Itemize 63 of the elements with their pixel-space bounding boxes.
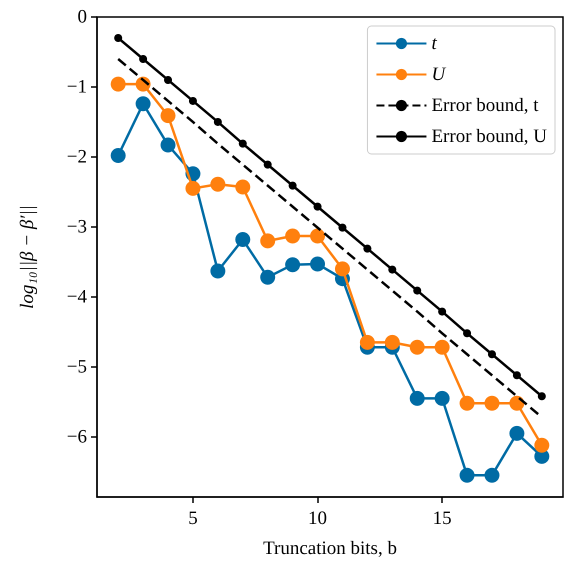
- point: [310, 228, 326, 244]
- point: [136, 96, 151, 112]
- point: [310, 256, 326, 272]
- point: [214, 118, 222, 126]
- point: [210, 176, 226, 192]
- point: [210, 264, 226, 278]
- point: [264, 160, 272, 169]
- point: [413, 286, 422, 295]
- point: [260, 233, 276, 248]
- x-tick-label: 15: [432, 508, 452, 529]
- point: [534, 438, 550, 453]
- point: [410, 340, 425, 355]
- point: [285, 228, 300, 244]
- y-tick-label: −3: [66, 216, 87, 238]
- x-tick-label: 10: [308, 508, 328, 529]
- point: [188, 96, 197, 105]
- y-tick-label: 0: [78, 6, 87, 28]
- point: [164, 76, 172, 84]
- point: [484, 396, 500, 411]
- x-axis-title: Truncation bits, b: [263, 538, 397, 559]
- point: [434, 390, 450, 406]
- point: [314, 202, 322, 211]
- point: [185, 180, 200, 196]
- point: [235, 180, 250, 195]
- y-tick-label: −1: [66, 76, 87, 98]
- point: [114, 34, 122, 42]
- point: [338, 224, 346, 232]
- point: [488, 350, 496, 358]
- point: [363, 244, 372, 253]
- point: [438, 308, 446, 316]
- point: [434, 340, 450, 355]
- x-tick-label: 5: [188, 508, 198, 529]
- y-tick-label: −5: [66, 356, 87, 378]
- point: [463, 329, 472, 338]
- point: [260, 270, 276, 285]
- point: [512, 371, 521, 380]
- y-tick-label: −4: [66, 286, 88, 308]
- point: [384, 334, 400, 350]
- point: [139, 54, 148, 63]
- y-tick-label: −2: [66, 146, 87, 168]
- point: [288, 182, 297, 190]
- point: [334, 261, 350, 276]
- point: [238, 140, 247, 148]
- point: [360, 334, 375, 350]
- point: [160, 138, 176, 153]
- point: [110, 148, 126, 164]
- point: [460, 468, 475, 483]
- legend-label: t: [431, 33, 438, 54]
- y-tick-label: −6: [66, 426, 87, 448]
- point: [235, 232, 250, 248]
- y-axis-title: log₁₀||β − β′||: [17, 205, 38, 309]
- legend-label: U: [431, 64, 446, 85]
- point: [538, 392, 546, 400]
- point: [110, 76, 126, 92]
- legend-label: Error bound, U: [431, 126, 548, 147]
- point: [285, 257, 300, 272]
- point: [509, 426, 524, 441]
- point: [160, 108, 176, 124]
- point: [460, 396, 475, 411]
- point: [388, 266, 396, 274]
- legend-label: Error bound, t: [431, 95, 540, 116]
- point: [484, 468, 500, 483]
- point: [410, 390, 425, 406]
